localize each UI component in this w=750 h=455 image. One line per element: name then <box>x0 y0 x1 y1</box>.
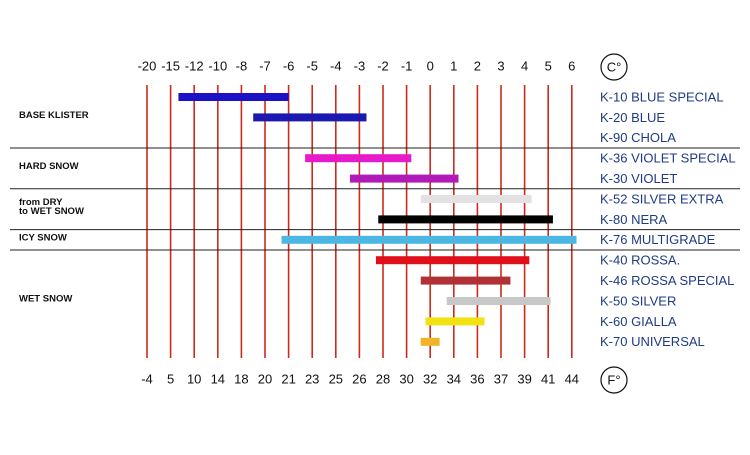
wax-label: K-60 GIALLA <box>600 314 677 329</box>
x-tick-label: -15 <box>161 58 180 73</box>
wax-label: K-46 ROSSA SPECIAL <box>600 273 734 288</box>
wax-label: K-70 UNIVERSAL <box>600 334 705 349</box>
unit2-label: F° <box>607 372 620 387</box>
x2-tick-label: 34 <box>447 371 461 386</box>
x2-tick-label: -4 <box>141 371 153 386</box>
range-bar <box>420 337 440 346</box>
range-bar <box>378 215 553 224</box>
unit-label: C° <box>607 59 622 74</box>
x2-tick-label: 14 <box>211 371 225 386</box>
group-label: to WET SNOW <box>19 206 84 217</box>
unit-circle <box>600 53 628 81</box>
x2-tick-label: 28 <box>376 371 390 386</box>
x2-tick-label: 10 <box>187 371 201 386</box>
x2-tick-label: 39 <box>517 371 531 386</box>
range-bar <box>446 297 551 305</box>
x2-tick-label: 37 <box>494 371 508 386</box>
x2-tick-label: 21 <box>281 371 295 386</box>
x2-tick-label: 23 <box>305 371 319 386</box>
group-label: ICY SNOW <box>19 232 67 243</box>
x2-tick-label: 25 <box>329 371 343 386</box>
x2-tick-label: 18 <box>234 371 248 386</box>
x-tick-label: 2 <box>474 58 481 73</box>
x-tick-label: 3 <box>497 58 504 73</box>
range-bar <box>178 93 289 101</box>
x-tick-label: -1 <box>401 58 413 73</box>
x-tick-label: 5 <box>545 58 552 73</box>
x2-tick-label: 5 <box>167 371 174 386</box>
x-tick-label: 0 <box>427 58 434 73</box>
x2-tick-label: 30 <box>399 371 413 386</box>
x-tick-label: -3 <box>354 58 366 73</box>
x-tick-label: 1 <box>450 58 457 73</box>
x-tick-label: -5 <box>306 58 318 73</box>
range-bar <box>420 195 532 203</box>
wax-label: K-10 BLUE SPECIAL <box>600 89 724 104</box>
wax-label: K-40 ROSSA. <box>600 253 680 268</box>
range-bar <box>420 276 511 285</box>
range-bar <box>305 154 412 163</box>
range-bar <box>425 317 485 326</box>
x2-tick-label: 20 <box>258 371 272 386</box>
x2-tick-label: 36 <box>470 371 484 386</box>
range-bar <box>375 256 530 265</box>
group-label: HARD SNOW <box>19 161 79 172</box>
range-bar <box>349 174 459 183</box>
x2-tick-label: 44 <box>565 371 579 386</box>
wax-label: K-50 SILVER <box>600 293 676 308</box>
x-tick-label: -10 <box>208 58 227 73</box>
x-tick-label: -4 <box>330 58 342 73</box>
x-tick-label: -2 <box>377 58 389 73</box>
x2-tick-label: 41 <box>541 371 555 386</box>
x-tick-label: -12 <box>185 58 204 73</box>
wax-label: K-52 SILVER EXTRA <box>600 191 724 206</box>
wax-label: K-36 VIOLET SPECIAL <box>600 151 736 166</box>
x2-tick-label: 26 <box>352 371 366 386</box>
wax-label: K-76 MULTIGRADE <box>600 232 716 247</box>
x-tick-label: 4 <box>521 58 528 73</box>
wax-label: K-90 CHOLA <box>600 130 676 145</box>
x-tick-label: -6 <box>283 58 295 73</box>
x-tick-label: -20 <box>138 58 157 73</box>
x-tick-label: -8 <box>236 58 248 73</box>
wax-label: K-20 BLUE <box>600 110 665 125</box>
wax-label: K-80 NERA <box>600 212 668 227</box>
range-bar <box>281 235 577 244</box>
x-tick-label: -7 <box>259 58 271 73</box>
x-tick-label: 6 <box>568 58 575 73</box>
group-label: WET SNOW <box>19 294 72 305</box>
range-bar <box>253 113 367 122</box>
unit2-circle <box>600 366 628 394</box>
x2-tick-label: 32 <box>423 371 437 386</box>
group-label: BASE KLISTER <box>19 110 89 121</box>
group-label: from DRY <box>19 197 63 208</box>
wax-label: K-30 VIOLET <box>600 171 677 186</box>
